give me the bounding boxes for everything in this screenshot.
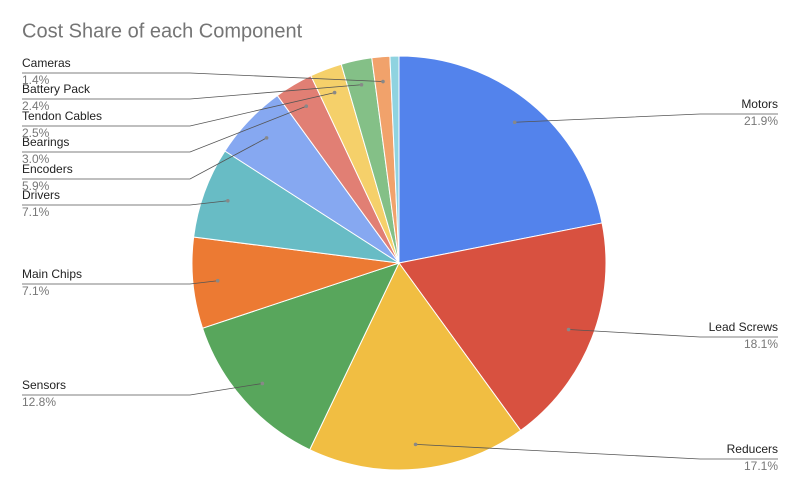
slice-label: Battery Pack <box>22 82 91 96</box>
leader-line <box>415 444 778 460</box>
slice-label: Reducers <box>727 442 778 456</box>
slice-value-label: 5.9% <box>22 179 50 193</box>
leader-line <box>22 92 335 127</box>
pie-slice <box>389 55 400 264</box>
pie-slice <box>309 262 522 471</box>
slice-value-label: 2.5% <box>22 126 50 140</box>
leader-dot <box>359 82 364 87</box>
slice-value-label: 1.4% <box>22 73 50 87</box>
leader-line <box>22 137 267 180</box>
slice-label: Bearings <box>22 135 69 149</box>
slice-value-label: 7.1% <box>22 205 50 219</box>
slice-label: Sensors <box>22 378 66 392</box>
chart-title: Cost Share of each Component <box>22 20 303 42</box>
leader-dot <box>264 136 269 140</box>
slice-value-label: 2.4% <box>22 99 50 113</box>
leader-dot <box>332 90 337 95</box>
pie-slice <box>398 222 607 432</box>
leader-line <box>22 280 218 285</box>
leader-dot <box>566 327 571 332</box>
slice-label: Drivers <box>22 188 60 202</box>
slice-value-label: 21.9% <box>744 114 778 128</box>
leader-line <box>22 105 307 153</box>
slice-label: Cameras <box>22 56 71 70</box>
slice-value-label: 18.1% <box>744 337 778 351</box>
leader-line <box>22 383 263 396</box>
leader-line <box>22 72 384 82</box>
leader-line <box>568 329 778 338</box>
pie-slice <box>201 262 400 451</box>
slice-label: Encoders <box>22 162 73 176</box>
slice-label: Lead Screws <box>709 320 778 334</box>
leader-dot <box>215 278 220 283</box>
slice-value-label: 7.1% <box>22 284 50 298</box>
slice-label: Main Chips <box>22 267 82 281</box>
leader-dot <box>304 104 309 109</box>
leader-dot <box>226 198 230 203</box>
leader-dot <box>260 381 265 386</box>
leader-dot <box>413 442 418 447</box>
slice-label: Motors <box>741 97 778 111</box>
leader-line <box>514 113 778 123</box>
slice-value-label: 17.1% <box>744 459 778 473</box>
leader-dot <box>512 120 517 125</box>
slice-value-label: 12.8% <box>22 395 56 409</box>
slice-value-label: 3.0% <box>22 152 50 166</box>
slice-label: Tendon Cables <box>22 109 102 123</box>
pie-slice <box>398 55 603 264</box>
leader-line <box>22 84 362 100</box>
leader-line <box>22 200 228 206</box>
leader-dot <box>381 79 385 84</box>
